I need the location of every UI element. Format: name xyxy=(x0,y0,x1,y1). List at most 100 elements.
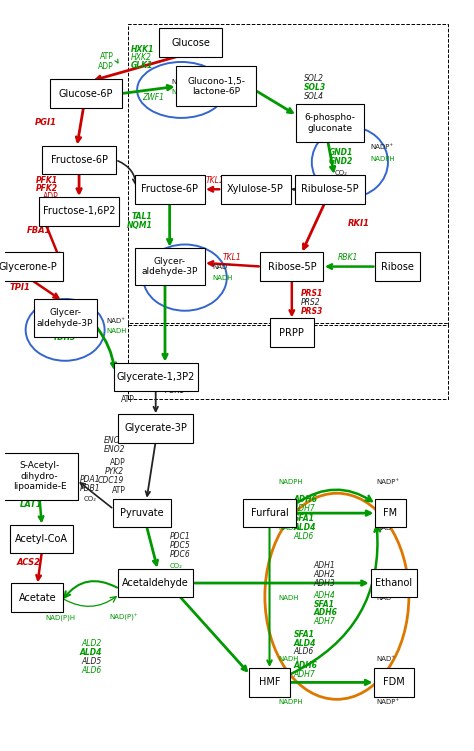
Text: TKL1: TKL1 xyxy=(205,176,224,185)
Text: Ribulose-5P: Ribulose-5P xyxy=(301,184,359,195)
Text: ALD4: ALD4 xyxy=(80,648,102,657)
Text: PDC1: PDC1 xyxy=(170,532,191,541)
Text: TDH1: TDH1 xyxy=(172,260,195,269)
Text: Glycerate-1,3P2: Glycerate-1,3P2 xyxy=(117,372,195,382)
Text: PGK1: PGK1 xyxy=(165,386,185,395)
Text: ADH6: ADH6 xyxy=(294,661,318,670)
Text: Fructose-6P: Fructose-6P xyxy=(51,155,108,165)
Text: ADP: ADP xyxy=(98,62,113,71)
Text: PRS2: PRS2 xyxy=(301,298,321,307)
Text: GND2: GND2 xyxy=(329,156,353,165)
Text: Fructose-1,6P2: Fructose-1,6P2 xyxy=(43,207,115,216)
Text: Ribose: Ribose xyxy=(381,261,414,272)
Text: TDH2: TDH2 xyxy=(54,324,75,333)
Text: NADP⁺: NADP⁺ xyxy=(376,478,400,484)
Text: PRS1: PRS1 xyxy=(301,289,323,298)
FancyBboxPatch shape xyxy=(375,252,419,281)
Text: PRS3: PRS3 xyxy=(301,306,323,315)
Text: PGI1: PGI1 xyxy=(35,118,57,127)
Text: ADH3: ADH3 xyxy=(314,579,336,588)
FancyBboxPatch shape xyxy=(11,584,63,612)
FancyBboxPatch shape xyxy=(50,80,122,108)
Text: FBA1: FBA1 xyxy=(27,227,51,236)
Text: NAD⁺: NAD⁺ xyxy=(376,595,395,601)
Text: FM: FM xyxy=(383,508,397,518)
Text: PFK2: PFK2 xyxy=(36,184,58,193)
Text: LAT1: LAT1 xyxy=(19,499,42,508)
Text: SFA1: SFA1 xyxy=(314,599,335,608)
Text: NADP⁺: NADP⁺ xyxy=(371,144,394,149)
FancyBboxPatch shape xyxy=(375,499,406,527)
Text: SOL3: SOL3 xyxy=(304,83,327,92)
FancyBboxPatch shape xyxy=(39,197,119,226)
FancyBboxPatch shape xyxy=(118,414,193,443)
Text: NADPH: NADPH xyxy=(279,699,303,705)
Text: Glucono-1,5-
lactone-6P: Glucono-1,5- lactone-6P xyxy=(187,77,245,96)
Text: PFK1: PFK1 xyxy=(36,176,58,185)
Text: TAL1: TAL1 xyxy=(132,212,153,221)
Text: Pyruvate: Pyruvate xyxy=(120,508,164,518)
Text: Fructose-6P: Fructose-6P xyxy=(141,184,198,195)
Text: Acetate: Acetate xyxy=(18,593,56,603)
Text: ADP: ADP xyxy=(43,192,59,201)
Text: SFA1: SFA1 xyxy=(294,514,315,523)
FancyBboxPatch shape xyxy=(118,569,193,597)
Text: ATP: ATP xyxy=(100,52,113,61)
Text: NADH: NADH xyxy=(279,525,299,531)
Text: Ribose-5P: Ribose-5P xyxy=(267,261,316,272)
Text: TDH3: TDH3 xyxy=(172,277,195,286)
Text: SFA1: SFA1 xyxy=(294,630,315,639)
Text: NADH: NADH xyxy=(213,275,233,281)
Text: FDM: FDM xyxy=(383,677,405,687)
FancyBboxPatch shape xyxy=(220,175,291,204)
FancyBboxPatch shape xyxy=(114,363,198,391)
Text: ADP: ADP xyxy=(110,458,126,467)
Text: ADH7: ADH7 xyxy=(294,669,315,678)
FancyBboxPatch shape xyxy=(176,66,256,106)
Text: ENO2: ENO2 xyxy=(104,445,126,454)
Text: Acetaldehyde: Acetaldehyde xyxy=(122,578,189,588)
Text: Acetyl-CoA: Acetyl-CoA xyxy=(15,534,68,544)
Text: NADPH: NADPH xyxy=(171,89,196,95)
FancyBboxPatch shape xyxy=(295,175,365,204)
FancyBboxPatch shape xyxy=(260,252,323,281)
Text: NADP⁺: NADP⁺ xyxy=(376,699,400,705)
Text: TDH1: TDH1 xyxy=(53,315,76,324)
Text: ATP: ATP xyxy=(112,486,126,495)
Text: S-Acetyl-
dihydro-
lipoamide-E: S-Acetyl- dihydro- lipoamide-E xyxy=(13,461,66,491)
Text: ATP: ATP xyxy=(45,167,59,176)
Text: ADH1: ADH1 xyxy=(314,561,336,570)
Text: Glycerone-P: Glycerone-P xyxy=(0,261,57,272)
Text: ALD2: ALD2 xyxy=(81,639,101,648)
Text: PDC5: PDC5 xyxy=(170,541,191,550)
Text: ATP: ATP xyxy=(121,395,135,404)
Text: PRPP: PRPP xyxy=(279,328,304,338)
FancyBboxPatch shape xyxy=(0,252,63,281)
Text: SOL2: SOL2 xyxy=(304,74,324,83)
Text: PDA1: PDA1 xyxy=(80,475,100,484)
Text: CDC19: CDC19 xyxy=(98,476,124,485)
Text: ALD6: ALD6 xyxy=(81,666,101,675)
Text: ALD5: ALD5 xyxy=(81,657,101,666)
Text: Glycer-
aldehyde-3P: Glycer- aldehyde-3P xyxy=(37,309,93,327)
Text: RKI1: RKI1 xyxy=(347,219,370,228)
Text: NADPH: NADPH xyxy=(279,478,303,484)
FancyBboxPatch shape xyxy=(243,499,296,527)
Text: ADH4: ADH4 xyxy=(314,591,336,600)
Text: TDH3: TDH3 xyxy=(53,333,76,342)
Text: NAD⁺: NAD⁺ xyxy=(376,656,395,662)
Text: PDC6: PDC6 xyxy=(170,550,191,559)
Text: Glycerate-3P: Glycerate-3P xyxy=(124,424,187,433)
FancyBboxPatch shape xyxy=(249,668,290,697)
Text: 6-phospho-
gluconate: 6-phospho- gluconate xyxy=(304,113,356,133)
Text: ALD4: ALD4 xyxy=(294,523,316,532)
Text: ALD4: ALD4 xyxy=(294,638,316,647)
Text: Ethanol: Ethanol xyxy=(375,578,412,588)
Text: NADH: NADH xyxy=(279,656,299,662)
Text: GLK1: GLK1 xyxy=(131,61,154,70)
Text: GND1: GND1 xyxy=(329,148,353,157)
Text: Xylulose-5P: Xylulose-5P xyxy=(227,184,284,195)
Text: Glucose: Glucose xyxy=(171,38,210,48)
FancyBboxPatch shape xyxy=(34,300,97,337)
Text: RBK1: RBK1 xyxy=(337,253,358,262)
